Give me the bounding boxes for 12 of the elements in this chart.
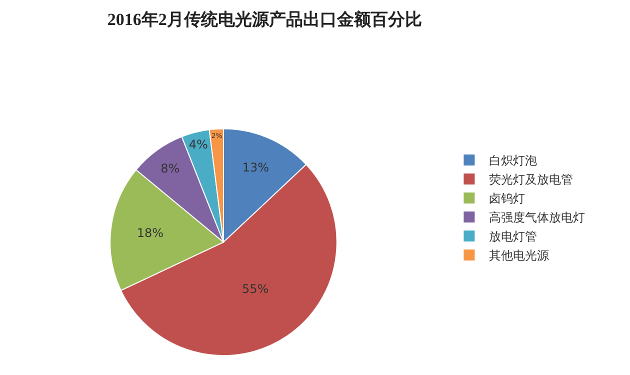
legend-label: 其他电光源	[489, 248, 550, 263]
data-label: 4%	[188, 138, 208, 152]
legend-label: 高强度气体放电灯	[489, 210, 586, 225]
data-label: 55%	[242, 282, 269, 296]
data-label: 13%	[242, 160, 270, 175]
legend-label: 放电灯管	[489, 230, 538, 244]
legend-label: 卤钨灯	[489, 192, 526, 206]
legend-label: 白炽灯泡	[489, 154, 538, 168]
data-label: 18%	[136, 226, 164, 240]
data-label: 8%	[160, 162, 180, 176]
chart-title: 2016年2月传统电光源产品出口金额百分比	[107, 10, 422, 30]
legend-label: 荧光灯及放电管	[489, 172, 574, 187]
